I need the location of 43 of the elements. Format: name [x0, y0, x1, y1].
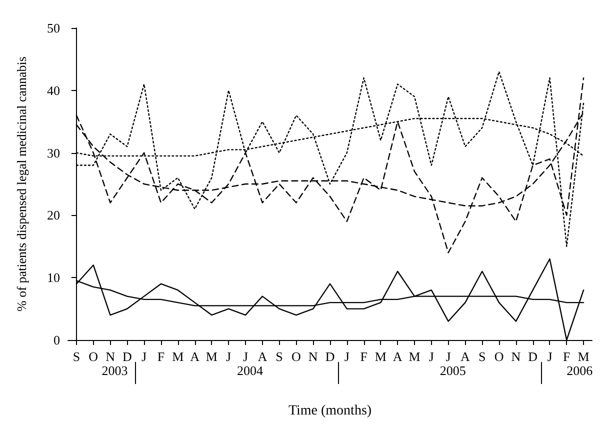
- y-axis-title: % of patients dispensed legal medicinal cannabis: [14, 56, 29, 312]
- x-tick-label: O: [88, 349, 98, 364]
- y-tick-label: 50: [47, 20, 60, 36]
- x-tick-label: M: [374, 349, 387, 364]
- x-axis-title: Time (months): [288, 404, 372, 418]
- y-tick-label: 20: [47, 208, 60, 223]
- text: 2004: [237, 363, 264, 378]
- x-tick-label: J: [344, 349, 350, 364]
- x-tick-label: A: [258, 349, 268, 364]
- x-tick-label: M: [206, 349, 218, 364]
- x-tick-label: M: [578, 349, 590, 364]
- x-tick-label: J: [547, 349, 552, 364]
- x-tick-label: N: [106, 349, 116, 364]
- y-tick-label: 10: [47, 270, 60, 286]
- x-tick-label: N: [511, 349, 522, 364]
- x-tick-label: D: [325, 349, 335, 364]
- x-tick-label: A: [392, 349, 403, 364]
- x-tick-label: F: [360, 349, 368, 364]
- x-tick-label: J: [428, 349, 434, 364]
- x-tick-label: N: [308, 349, 318, 364]
- x-tick-label: D: [122, 349, 132, 364]
- x-tick-label: F: [563, 349, 570, 364]
- y-tick-label: 40: [47, 82, 60, 98]
- x-tick-label: O: [292, 349, 301, 364]
- x-tick-label: D: [528, 349, 538, 364]
- x-tick-label: O: [494, 349, 504, 364]
- text: 2006: [566, 363, 594, 378]
- x-tick-label: M: [172, 349, 184, 364]
- x-tick-label: J: [142, 349, 147, 364]
- x-tick-label: S: [478, 349, 486, 364]
- x-tick-label: J: [446, 349, 451, 364]
- x-tick-label: A: [190, 349, 200, 364]
- x-tick-label: J: [226, 349, 232, 364]
- text: 2005: [440, 363, 466, 378]
- x-tick-label: A: [460, 349, 471, 364]
- text: 2003: [102, 363, 128, 378]
- x-tick-label: S: [276, 349, 283, 364]
- x-tick-label: S: [72, 349, 80, 364]
- x-tick-label: J: [242, 349, 248, 364]
- y-tick-label: 30: [47, 145, 60, 160]
- x-tick-label: F: [157, 349, 165, 364]
- x-tick-label: M: [408, 349, 421, 364]
- y-tick-label: 0: [54, 332, 60, 348]
